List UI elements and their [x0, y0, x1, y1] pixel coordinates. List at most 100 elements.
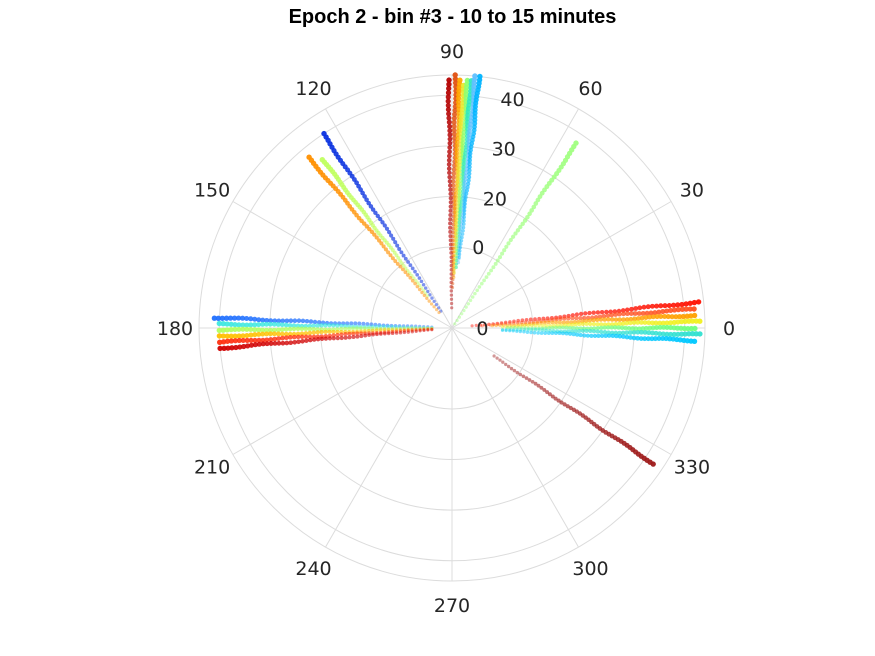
data-point: [462, 222, 466, 226]
data-point: [595, 317, 600, 322]
data-point: [418, 325, 422, 330]
data-point: [445, 107, 451, 113]
data-point: [697, 331, 703, 337]
data-point: [574, 316, 579, 321]
data-point: [252, 342, 258, 348]
data-point: [380, 220, 385, 225]
data-point: [527, 211, 532, 217]
data-point: [487, 322, 491, 326]
data-point: [452, 107, 458, 113]
data-point: [397, 247, 402, 251]
data-point: [662, 303, 668, 309]
data-point: [510, 234, 516, 239]
data-point: [312, 319, 318, 325]
data-point: [449, 285, 453, 289]
data-point: [606, 325, 611, 330]
data-point: [616, 325, 621, 330]
data-point: [460, 312, 464, 316]
data-point: [640, 326, 646, 331]
data-point: [644, 310, 650, 316]
data-point: [308, 319, 314, 324]
data-point: [680, 313, 686, 320]
data-point: [642, 336, 648, 342]
data-point: [533, 323, 538, 328]
data-point: [357, 321, 362, 326]
data-point: [240, 315, 246, 321]
data-point: [453, 322, 457, 326]
data-point: [689, 318, 696, 324]
data-point: [508, 237, 513, 243]
data-point: [382, 223, 387, 228]
data-point: [591, 321, 597, 327]
data-point: [654, 303, 660, 309]
data-point: [495, 356, 499, 360]
data-point: [447, 149, 452, 155]
grid-spoke: [325, 327, 453, 548]
data-point: [236, 337, 242, 344]
data-point: [669, 314, 675, 320]
data-point: [347, 326, 352, 331]
data-point: [613, 312, 618, 317]
data-point: [448, 204, 453, 209]
data-point: [605, 313, 611, 318]
data-point: [430, 327, 434, 331]
data-point: [543, 331, 548, 335]
data-point: [390, 256, 395, 261]
theta-tick-label: 270: [434, 595, 470, 617]
data-point: [461, 133, 466, 139]
data-point: [458, 245, 463, 250]
data-point: [448, 225, 453, 230]
data-point: [554, 325, 559, 330]
data-point: [609, 312, 614, 318]
data-point: [287, 334, 293, 340]
data-point: [457, 77, 463, 83]
data-point: [415, 272, 420, 277]
data-point: [287, 326, 293, 332]
data-point: [224, 327, 230, 333]
data-point: [643, 315, 649, 320]
data-point: [296, 339, 301, 345]
data-point: [536, 383, 541, 388]
data-point: [244, 326, 250, 332]
data-point: [462, 212, 467, 216]
data-point: [453, 198, 458, 203]
data-point: [595, 329, 600, 334]
data-point: [645, 304, 651, 310]
data-point: [547, 392, 552, 397]
data-point: [547, 326, 552, 330]
data-point: [624, 320, 630, 326]
data-point: [416, 281, 420, 285]
data-point: [432, 299, 436, 304]
data-point: [486, 271, 491, 276]
data-point: [414, 329, 418, 333]
data-point: [353, 321, 358, 326]
data-point: [323, 336, 329, 341]
data-point: [621, 317, 626, 322]
data-point: [595, 322, 600, 327]
data-point: [491, 265, 496, 270]
data-point: [636, 311, 642, 316]
data-point: [448, 221, 453, 226]
data-point: [456, 251, 460, 256]
data-point: [446, 119, 452, 125]
data-point: [452, 272, 456, 276]
data-point: [422, 328, 426, 332]
data-point: [493, 261, 498, 266]
data-point: [599, 309, 605, 315]
data-point: [591, 329, 597, 334]
data-point: [417, 287, 422, 292]
data-point: [518, 224, 523, 230]
data-point: [668, 320, 674, 326]
data-point: [589, 333, 594, 339]
data-point: [650, 461, 656, 467]
data-point: [624, 307, 630, 313]
data-point: [649, 330, 655, 336]
data-point: [649, 320, 655, 326]
data-point: [629, 306, 634, 312]
data-point: [434, 307, 439, 312]
data-point: [515, 228, 521, 233]
data-point: [446, 157, 452, 163]
data-point: [229, 345, 235, 351]
data-point: [532, 331, 537, 335]
data-point: [483, 323, 487, 327]
